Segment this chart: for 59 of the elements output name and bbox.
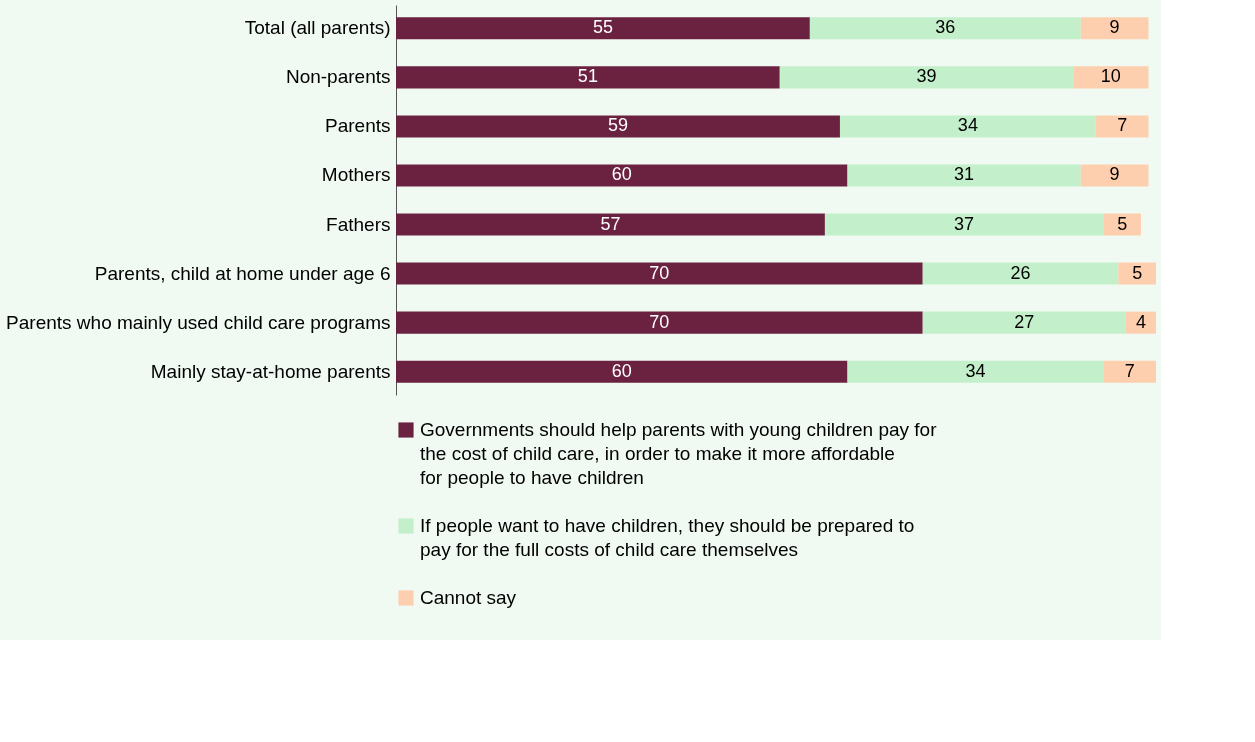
bar [847,360,1104,383]
legend-label: If people want to have children, they should be prepared to pay for the full costs of child care themselves [420,515,915,560]
data-label: 57 [600,213,621,234]
bar [1073,66,1149,89]
data-label: 51 [577,66,598,87]
bar [1095,115,1149,138]
bar [1118,262,1156,285]
data-label: 55 [592,17,613,38]
data-label: 27 [1014,311,1035,332]
data-label: 60 [611,360,632,381]
bar [824,213,1104,236]
y-tick-label: Parents [325,115,391,137]
bar [396,66,780,89]
bar [1103,213,1141,236]
data-label: 59 [607,115,628,136]
bar [1103,360,1156,383]
y-tick-label: Total (all parents) [244,17,391,39]
bar [839,115,1096,138]
bar [396,311,923,334]
data-label: 7 [1117,115,1128,136]
legend-label: Governments should help parents with young children pay for the cost of child care, in order to make it more affordable for people to have children [420,419,938,488]
bar [396,17,810,40]
bar [396,213,825,236]
data-label: 9 [1109,17,1120,38]
bar [847,164,1081,187]
bar [396,164,848,187]
data-label: 70 [649,262,670,283]
data-label: 31 [954,164,975,185]
y-tick-label: Mainly stay-at-home parents [150,360,391,382]
data-label: 37 [954,213,975,234]
y-tick-label: Mothers [321,164,391,186]
bar [396,360,848,383]
bar [396,262,923,285]
data-label: 9 [1109,164,1120,185]
data-label: 60 [611,164,632,185]
y-tick-label: Fathers [326,213,391,235]
bar [1125,311,1156,334]
data-label: 36 [935,17,956,38]
bar [1080,17,1149,40]
data-label: 34 [965,360,986,381]
bar [922,262,1119,285]
data-label: 5 [1117,213,1128,234]
data-label: 5 [1132,262,1143,283]
data-label: 10 [1100,66,1121,87]
y-tick-label: Non-parents [285,66,391,88]
data-label: 39 [916,66,937,87]
data-label: 34 [957,115,978,136]
y-tick-label: Parents, child at home under age 6 [94,262,391,284]
bar [779,66,1074,89]
bar [809,17,1081,40]
bar [1080,164,1149,187]
data-label: 70 [649,311,670,332]
bar [922,311,1126,334]
data-label: 26 [1010,262,1031,283]
data-label: 7 [1124,360,1135,381]
bar [396,115,840,138]
y-tick-label: Parents who mainly used child care programs [6,311,391,333]
legend-label: Cannot say [420,587,517,608]
data-label: 4 [1135,311,1146,332]
